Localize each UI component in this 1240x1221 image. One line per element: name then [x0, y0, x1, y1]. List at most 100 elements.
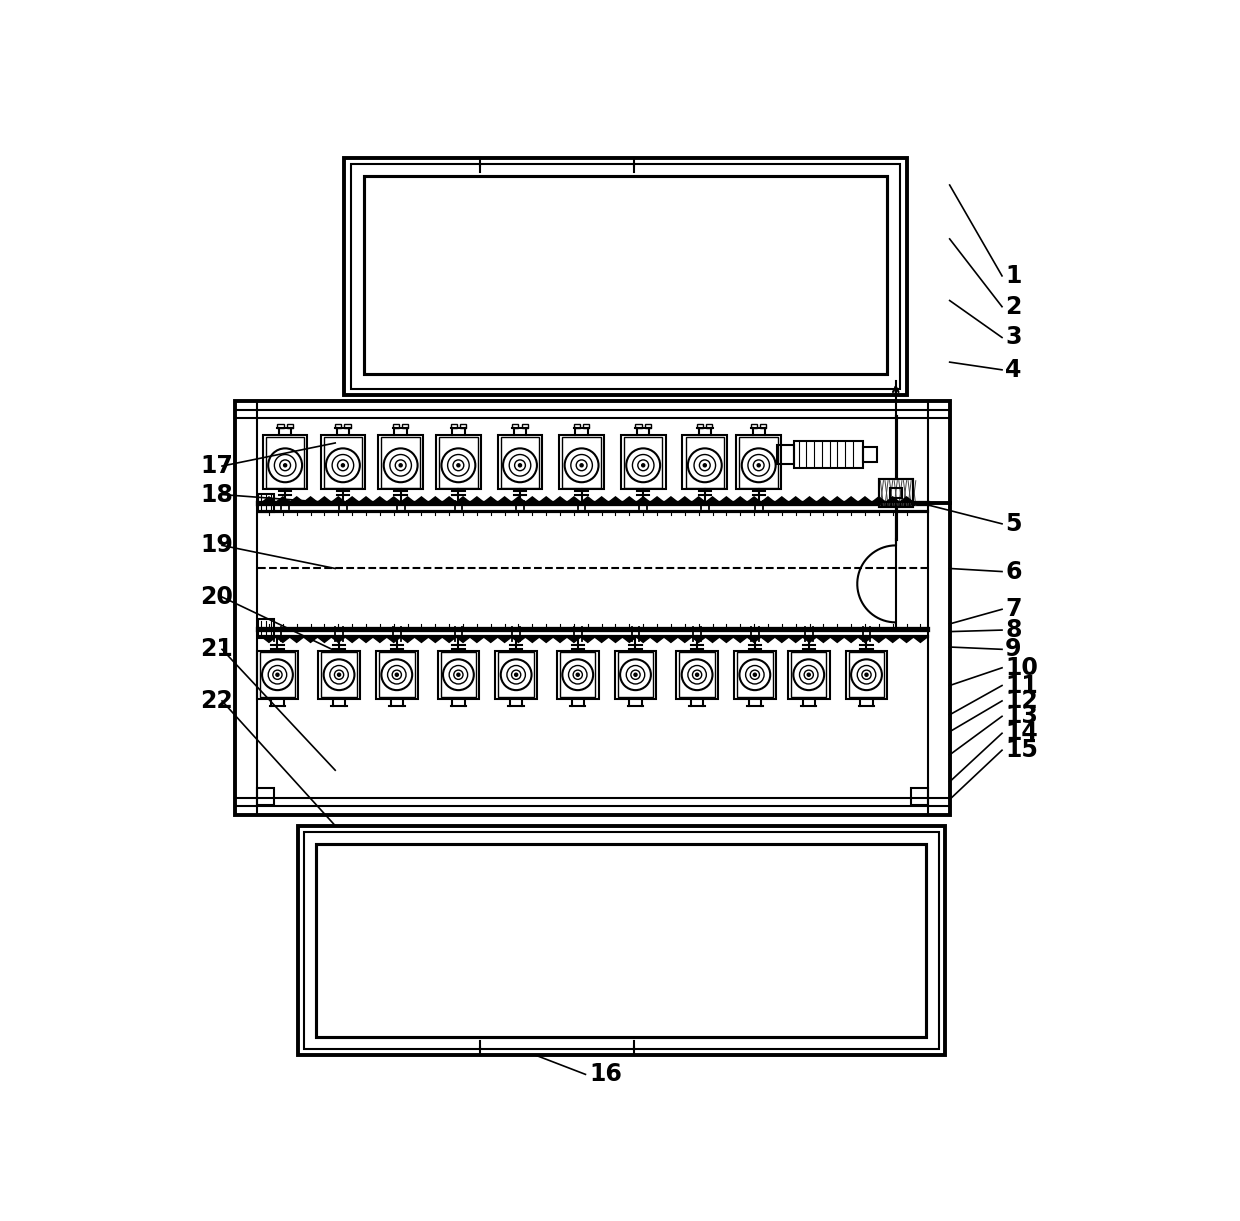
- Bar: [351, 165, 900, 389]
- Polygon shape: [443, 637, 456, 642]
- Polygon shape: [317, 497, 331, 502]
- Polygon shape: [748, 497, 761, 502]
- Bar: [335, 424, 341, 427]
- Bar: [316, 844, 926, 1037]
- Polygon shape: [899, 497, 914, 502]
- Polygon shape: [567, 637, 580, 642]
- Bar: [286, 424, 293, 427]
- Bar: [559, 435, 604, 490]
- Polygon shape: [414, 637, 428, 642]
- Bar: [682, 435, 727, 490]
- Text: 17: 17: [201, 454, 233, 479]
- Bar: [258, 493, 274, 513]
- Bar: [363, 176, 888, 375]
- Text: 16: 16: [589, 1062, 622, 1087]
- Polygon shape: [277, 637, 290, 642]
- Circle shape: [337, 673, 341, 676]
- Polygon shape: [373, 497, 387, 502]
- Polygon shape: [775, 497, 789, 502]
- Bar: [697, 424, 703, 427]
- Circle shape: [866, 673, 868, 676]
- Bar: [438, 651, 479, 698]
- Bar: [522, 424, 528, 427]
- Text: 15: 15: [1006, 739, 1038, 762]
- Bar: [574, 424, 580, 427]
- Polygon shape: [831, 497, 844, 502]
- Text: 5: 5: [1006, 512, 1022, 536]
- Polygon shape: [789, 497, 802, 502]
- Bar: [557, 651, 599, 698]
- Polygon shape: [595, 637, 609, 642]
- Polygon shape: [622, 637, 636, 642]
- Bar: [618, 652, 653, 697]
- Polygon shape: [414, 497, 428, 502]
- Text: 11: 11: [1006, 674, 1038, 697]
- Polygon shape: [553, 497, 567, 502]
- Polygon shape: [622, 497, 636, 502]
- Bar: [258, 619, 274, 637]
- Polygon shape: [345, 637, 360, 642]
- Circle shape: [758, 464, 760, 466]
- Polygon shape: [456, 497, 470, 502]
- Circle shape: [577, 673, 579, 676]
- Bar: [615, 651, 656, 698]
- Bar: [737, 435, 781, 490]
- Bar: [791, 652, 826, 697]
- Bar: [777, 446, 794, 464]
- Text: 14: 14: [1006, 722, 1038, 745]
- Polygon shape: [262, 637, 277, 642]
- Polygon shape: [609, 497, 622, 502]
- Text: 7: 7: [1006, 597, 1022, 621]
- Bar: [236, 400, 950, 814]
- Circle shape: [696, 673, 698, 676]
- Polygon shape: [595, 497, 609, 502]
- Polygon shape: [692, 637, 706, 642]
- Circle shape: [456, 464, 460, 466]
- Polygon shape: [733, 497, 748, 502]
- Polygon shape: [872, 497, 885, 502]
- Polygon shape: [512, 637, 526, 642]
- Bar: [345, 424, 351, 427]
- Circle shape: [703, 464, 707, 466]
- Bar: [402, 424, 408, 427]
- Polygon shape: [678, 497, 692, 502]
- Polygon shape: [262, 497, 277, 502]
- Bar: [265, 437, 304, 487]
- Polygon shape: [609, 637, 622, 642]
- Text: 3: 3: [1006, 326, 1022, 349]
- Bar: [863, 447, 877, 463]
- Bar: [583, 424, 589, 427]
- Bar: [345, 158, 906, 396]
- Polygon shape: [885, 637, 899, 642]
- Bar: [635, 424, 641, 427]
- Circle shape: [399, 464, 402, 466]
- Polygon shape: [914, 637, 928, 642]
- Text: 6: 6: [1006, 559, 1022, 584]
- Polygon shape: [539, 637, 553, 642]
- Bar: [911, 788, 928, 805]
- Polygon shape: [470, 497, 484, 502]
- Polygon shape: [317, 637, 331, 642]
- Polygon shape: [706, 497, 719, 502]
- Bar: [498, 652, 534, 697]
- Polygon shape: [428, 637, 443, 642]
- Polygon shape: [443, 497, 456, 502]
- Text: 10: 10: [1006, 656, 1038, 680]
- Polygon shape: [844, 637, 858, 642]
- Bar: [450, 424, 456, 427]
- Polygon shape: [331, 497, 345, 502]
- Polygon shape: [360, 637, 373, 642]
- Polygon shape: [816, 637, 831, 642]
- Circle shape: [341, 464, 345, 466]
- Polygon shape: [775, 637, 789, 642]
- Bar: [257, 788, 274, 805]
- Polygon shape: [526, 497, 539, 502]
- Polygon shape: [733, 637, 748, 642]
- Polygon shape: [345, 497, 360, 502]
- Bar: [495, 651, 537, 698]
- Text: 22: 22: [201, 689, 233, 713]
- Bar: [259, 652, 295, 697]
- Text: 18: 18: [201, 482, 233, 507]
- Text: 20: 20: [201, 585, 233, 609]
- Bar: [621, 435, 666, 490]
